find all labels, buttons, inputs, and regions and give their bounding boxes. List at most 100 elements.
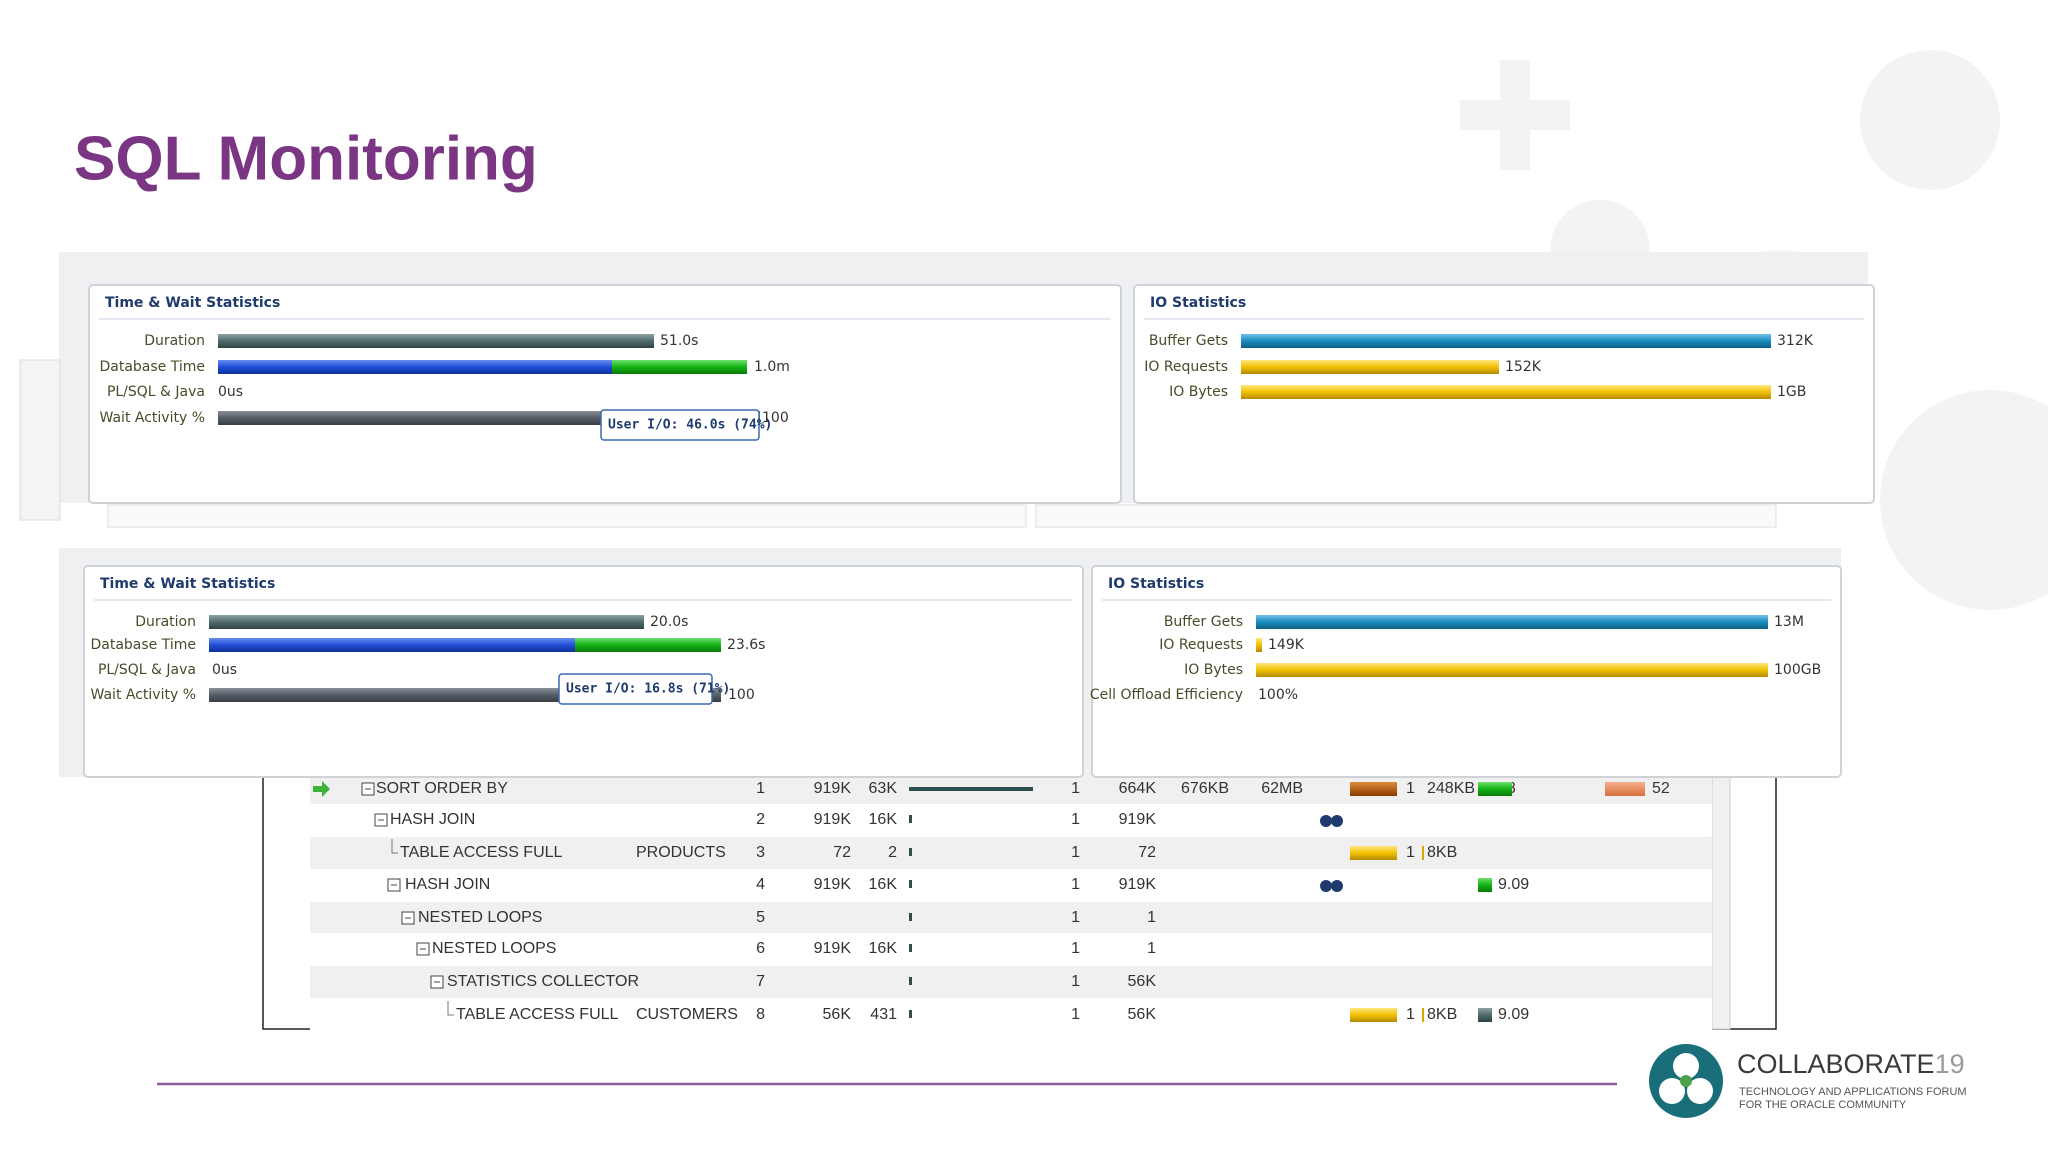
plan-cell: 56K bbox=[823, 1006, 852, 1023]
plan-cell: 8KB bbox=[1427, 1006, 1457, 1023]
stats-panel bbox=[88, 284, 1122, 504]
stat-value: 0us bbox=[212, 662, 237, 678]
stat-label: Database Time bbox=[90, 637, 196, 653]
plan-cell: 1 bbox=[1071, 844, 1080, 861]
stat-bar bbox=[209, 615, 644, 629]
plan-cell: 9.09 bbox=[1498, 1006, 1529, 1023]
stat-label: Duration bbox=[135, 614, 196, 630]
plan-cell: 1 bbox=[756, 780, 765, 797]
plan-cell: 5 bbox=[756, 909, 765, 926]
plan-cell: 2 bbox=[888, 844, 897, 861]
plan-cell: 3 bbox=[756, 844, 765, 861]
wait-bar bbox=[1605, 782, 1645, 796]
operation: HASH JOIN bbox=[390, 811, 475, 828]
logo-name-main: COLLABORATE bbox=[1737, 1049, 1935, 1079]
operation: TABLE ACCESS FULL bbox=[400, 844, 563, 861]
panel-edge bbox=[107, 504, 1027, 528]
plan-row bbox=[310, 837, 1712, 869]
stat-label: IO Bytes bbox=[1184, 662, 1243, 678]
cpu-bar bbox=[1478, 782, 1512, 796]
plan-cell: 1 bbox=[1147, 940, 1156, 957]
plan-cell: 72 bbox=[1138, 844, 1156, 861]
plan-cell: 1 bbox=[1406, 780, 1415, 797]
plan-cell: 1 bbox=[1071, 811, 1080, 828]
stat-value: 13M bbox=[1774, 614, 1804, 630]
tooltip-text: User I/O: 16.8s (71%) bbox=[566, 682, 730, 697]
binoculars bbox=[1320, 815, 1332, 827]
plan-cell: 919K bbox=[814, 780, 852, 797]
stat-label: Cell Offload Efficiency bbox=[1090, 687, 1243, 703]
stat-bar bbox=[1241, 334, 1771, 348]
plan-cell: 919K bbox=[1119, 876, 1157, 893]
plan-cell: 62MB bbox=[1261, 780, 1303, 797]
plan-cell: 248KB bbox=[1427, 780, 1475, 797]
panel-title: Time & Wait Statistics bbox=[105, 295, 280, 311]
stat-value: 100% bbox=[1258, 687, 1298, 703]
plan-cell: PRODUCTS bbox=[636, 844, 726, 861]
binoculars bbox=[1331, 880, 1343, 892]
operation: STATISTICS COLLECTOR bbox=[447, 973, 639, 990]
logo-name: COLLABORATE19 bbox=[1737, 1049, 1965, 1079]
stat-label: Buffer Gets bbox=[1149, 333, 1228, 349]
plan-cell: 16K bbox=[869, 940, 898, 957]
plan-cell: 16K bbox=[869, 811, 898, 828]
plan-cell: 16K bbox=[869, 876, 898, 893]
timeline-bar bbox=[909, 977, 912, 985]
stat-label: IO Requests bbox=[1159, 637, 1243, 653]
plan-row bbox=[310, 902, 1712, 934]
panel-edge bbox=[19, 359, 61, 521]
plan-cell: 1 bbox=[1406, 844, 1415, 861]
tree-line bbox=[447, 1001, 454, 1016]
logo-tagline: FOR THE ORACLE COMMUNITY bbox=[1739, 1099, 1907, 1111]
tooltip bbox=[558, 673, 713, 705]
panel-title: IO Statistics bbox=[1150, 295, 1246, 311]
stat-value: 23.6s bbox=[727, 637, 765, 653]
stat-bar bbox=[612, 360, 747, 374]
stat-value: 0us bbox=[218, 384, 243, 400]
plan-cell: 63K bbox=[869, 780, 898, 797]
operation: TABLE ACCESS FULL bbox=[456, 1006, 619, 1023]
plan-cell: 919K bbox=[814, 811, 852, 828]
plan-cell: 7 bbox=[756, 973, 765, 990]
stat-bar bbox=[209, 638, 575, 652]
plan-cell: 1 bbox=[1147, 909, 1156, 926]
plan-cell: 664K bbox=[1119, 780, 1157, 797]
current-arrow bbox=[313, 781, 330, 797]
tooltip-text: User I/O: 46.0s (74%) bbox=[608, 418, 772, 433]
stat-value: 100GB bbox=[1774, 662, 1821, 678]
plan-cell: 1 bbox=[1071, 940, 1080, 957]
operation: SORT ORDER BY bbox=[376, 780, 508, 797]
stat-value: 312K bbox=[1777, 333, 1814, 349]
plan-cell: 4 bbox=[756, 876, 765, 893]
stat-value: 100 bbox=[728, 687, 755, 703]
stat-bar bbox=[1241, 385, 1771, 399]
stat-bar bbox=[1256, 638, 1262, 652]
plan-cell: 56K bbox=[1128, 1006, 1157, 1023]
operation: NESTED LOOPS bbox=[418, 909, 542, 926]
stat-value: 1.0m bbox=[754, 359, 790, 375]
stat-bar bbox=[575, 638, 721, 652]
read-bar bbox=[1350, 782, 1397, 796]
panel-title: Time & Wait Statistics bbox=[100, 576, 275, 592]
binoculars bbox=[1331, 815, 1343, 827]
plan-cell: 1 bbox=[1071, 909, 1080, 926]
tree-line bbox=[391, 839, 398, 854]
plan-cell: CUSTOMERS bbox=[636, 1006, 738, 1023]
stat-label: Buffer Gets bbox=[1164, 614, 1243, 630]
plan-cell: 1 bbox=[1071, 1006, 1080, 1023]
timeline-bar bbox=[909, 1010, 912, 1018]
panel-edge bbox=[1035, 504, 1777, 528]
logo-tagline: TECHNOLOGY AND APPLICATIONS FORUM bbox=[1739, 1086, 1967, 1098]
timeline-bar bbox=[909, 944, 912, 952]
timeline-bar bbox=[909, 913, 912, 921]
stat-bar bbox=[218, 334, 654, 348]
plan-cell: 919K bbox=[814, 876, 852, 893]
plan-cell: 1 bbox=[1071, 780, 1080, 797]
plan-cell: 676KB bbox=[1181, 780, 1229, 797]
plan-cell: 56K bbox=[1128, 973, 1157, 990]
plan-cell: 9.09 bbox=[1498, 876, 1529, 893]
stat-value: 152K bbox=[1505, 359, 1542, 375]
timeline-bar bbox=[909, 848, 912, 856]
tooltip bbox=[600, 409, 760, 441]
plan-cell: 6 bbox=[756, 940, 765, 957]
